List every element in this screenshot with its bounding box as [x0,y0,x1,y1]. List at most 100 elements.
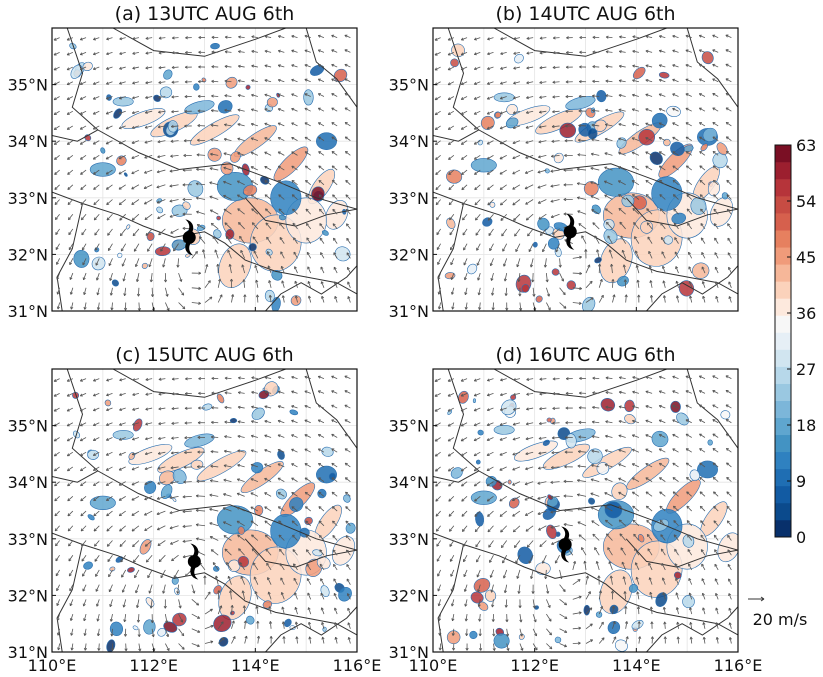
wind-arrow [105,140,113,145]
wind-arrow [725,49,732,53]
wind-arrow [109,272,113,281]
wind-arrow [701,578,706,585]
wind-arrow [578,223,587,230]
wind-arrow [542,555,547,564]
wind-arrow-head [171,111,174,114]
wind-arrow-head [250,464,254,467]
wind-arrow-head [171,393,175,396]
wind-arrow [120,243,127,252]
wind-arrow [447,51,455,56]
wind-arrow [658,108,666,112]
wind-arrow-head [251,534,253,538]
wind-arrow [645,108,653,112]
wind-arrow [80,437,87,442]
wind-arrow-head [184,422,188,425]
contour-cell [109,621,124,637]
wind-arrow-head [162,591,166,594]
wind-arrow [158,66,166,69]
contour-cell [283,618,292,628]
wind-arrow [250,506,259,512]
wind-arrow [477,584,481,593]
wind-arrow [255,279,259,288]
wind-arrow [209,494,219,497]
wind-arrow-head [237,464,240,467]
boundary-line [646,265,738,311]
wind-arrow [266,562,272,571]
wind-arrow [546,302,551,311]
wind-arrow [251,94,258,97]
wind-arrow [512,169,521,175]
wind-arrow-head [145,438,148,441]
wind-arrow-head [592,95,595,98]
wind-arrow-head [304,405,307,408]
wind-arrow-head [604,208,607,212]
wind-arrow-head [725,93,728,96]
wind-arrow-head [610,590,613,594]
wind-arrow-head [451,603,455,607]
wind-arrow [250,152,259,156]
wind-arrow [572,302,582,304]
wind-arrow-head [184,437,188,440]
wind-arrow-head [508,647,510,651]
wind-arrow-head [344,390,347,394]
wind-arrow-head [344,136,347,140]
wind-arrow-head [659,208,662,212]
wind-arrow [56,258,60,265]
wind-arrow [607,547,613,556]
wind-arrow [304,151,311,156]
wind-arrow-head [672,180,675,183]
wind-arrow-head [437,589,441,592]
wind-arrow [451,584,455,592]
wind-arrow-head [207,280,211,283]
wind-arrow-head [565,81,569,84]
wind-arrow [238,36,245,39]
wind-arrow [67,451,74,457]
wind-arrow [81,228,87,236]
wind-arrow-head [57,618,60,621]
wind-arrow [196,509,206,512]
wind-arrow [552,110,560,113]
wind-arrow-head [197,615,201,619]
wind-arrow [461,140,468,145]
contour-cell [658,71,670,79]
wind-arrow [461,110,468,115]
wind-arrow [120,228,127,236]
wind-arrow-head [538,156,541,159]
wind-arrow-head [436,544,440,547]
wind-arrow [237,123,245,127]
wind-arrow [500,96,507,100]
wind-arrow [306,252,312,259]
boundary-line [52,532,357,636]
wind-arrow [577,210,587,215]
wind-arrow-head [552,96,556,99]
wind-arrow-head [251,94,254,97]
wind-arrow [344,49,351,53]
wind-arrow [210,465,219,468]
wind-arrow-head [513,38,517,41]
wind-arrow-head [171,52,175,55]
wind-arrow [687,549,693,556]
wind-arrow-head [250,166,253,169]
wind-arrow [177,584,179,594]
contour-cell [193,83,200,91]
wind-arrow-head [169,497,173,500]
wind-arrow [321,281,325,288]
wind-arrow [319,563,325,571]
wind-arrow-head [702,622,704,626]
wind-arrow-head [463,263,467,266]
wind-arrow [319,549,325,556]
wind-arrow-head [67,188,71,190]
wind-arrow [138,643,141,652]
contour-cell [189,114,240,146]
wind-arrow [54,481,60,487]
wind-arrow-head [488,545,492,548]
contour-cell [289,409,299,416]
wind-arrow [94,540,100,547]
wind-arrow [196,211,206,215]
wind-arrow-head [331,165,334,169]
wind-arrow [160,243,166,252]
wind-arrow [54,525,60,532]
wind-arrow-head [645,137,648,140]
wind-arrow-head [122,590,125,593]
wind-arrow [106,510,113,517]
